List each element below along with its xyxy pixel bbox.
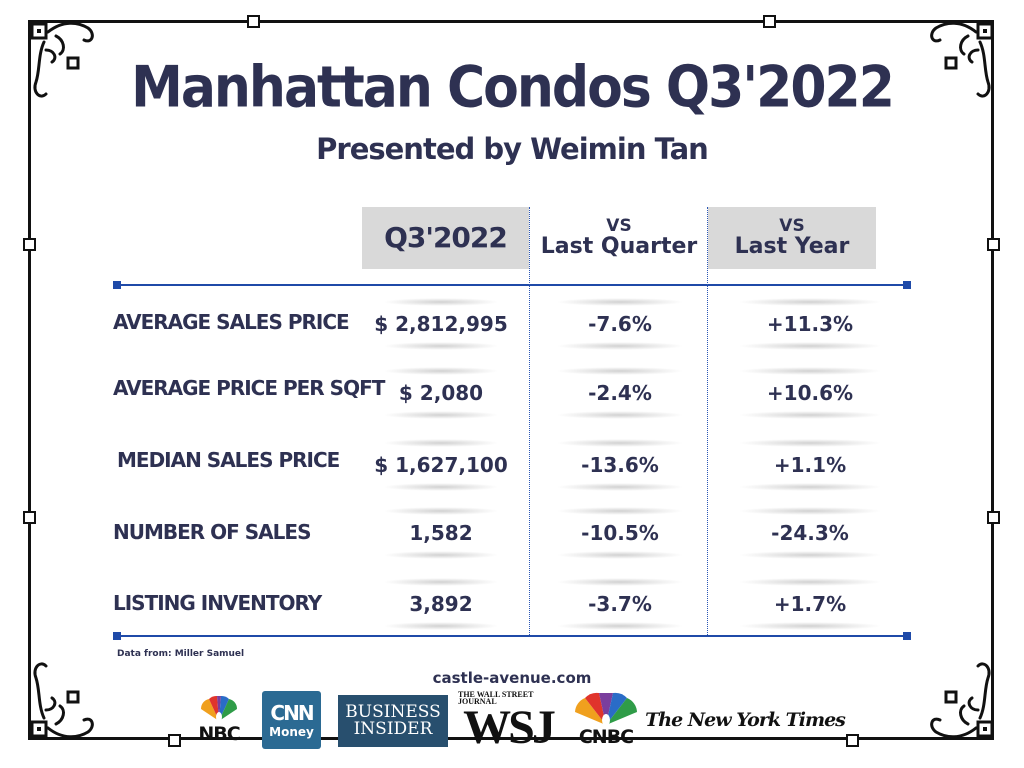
frame-node	[987, 238, 1000, 251]
header-vs-last-quarter: VS Last Quarter	[530, 207, 708, 269]
header-current-quarter: Q3'2022	[362, 207, 529, 269]
vs-quarter-median-sales-price: -13.6%	[540, 439, 700, 491]
corner-ornament-bottom-left	[30, 662, 94, 739]
table-top-rule	[113, 281, 911, 289]
column-divider	[529, 207, 530, 635]
wsj-logo: THE WALL STREET JOURNAL WSJ	[458, 690, 558, 754]
row-label-average-sales-price: AVERAGE SALES PRICE	[113, 310, 350, 334]
vs-year-average-price-per-sqft: +10.6%	[720, 367, 900, 419]
column-divider	[707, 207, 708, 635]
vs-year-listing-inventory: +1.7%	[720, 578, 900, 630]
peacock-icon	[200, 695, 238, 722]
corner-ornament-top-right	[930, 21, 994, 98]
decorative-frame	[28, 20, 994, 740]
website-link[interactable]: castle-avenue.com	[432, 669, 592, 687]
wsj-masthead: THE WALL STREET JOURNAL	[458, 690, 534, 707]
frame-node	[23, 511, 36, 524]
value-average-sales-price: $ 2,812,995	[368, 298, 514, 350]
data-source-note: Data from: Miller Samuel	[117, 649, 245, 659]
header-vs-last-year: VS Last Year	[708, 207, 876, 269]
corner-ornament-top-left	[30, 21, 94, 98]
cnn-money-logo: CNN Money	[262, 691, 321, 749]
vs-quarter-listing-inventory: -3.7%	[540, 578, 700, 630]
header-last-quarter-label: Last Quarter	[540, 234, 698, 260]
table-bottom-rule	[113, 632, 911, 640]
frame-node	[987, 511, 1000, 524]
money-wordmark: Money	[269, 725, 314, 739]
nyt-wordmark: The New York Times	[645, 709, 846, 731]
vs-quarter-number-of-sales: -10.5%	[540, 507, 700, 559]
header-last-year-label: Last Year	[734, 234, 850, 260]
vs-quarter-average-price-per-sqft: -2.4%	[540, 367, 700, 419]
value-average-price-per-sqft: $ 2,080	[368, 367, 514, 419]
vs-year-number-of-sales: -24.3%	[720, 507, 900, 559]
frame-node	[846, 734, 859, 747]
nbc-logo: NBC	[193, 690, 245, 750]
row-label-listing-inventory: LISTING INVENTORY	[113, 591, 322, 615]
vs-quarter-average-sales-price: -7.6%	[540, 298, 700, 350]
row-label-average-price-per-sqft: AVERAGE PRICE PER SQFT	[113, 376, 385, 400]
vs-year-average-sales-price: +11.3%	[720, 298, 900, 350]
cnbc-wordmark: CNBC	[578, 726, 634, 748]
frame-node	[23, 238, 36, 251]
business-wordmark: BUSINESS	[345, 702, 441, 722]
value-number-of-sales: 1,582	[368, 507, 514, 559]
nbc-wordmark: NBC	[198, 723, 240, 745]
business-insider-logo: BUSINESS INSIDER	[338, 695, 448, 747]
value-median-sales-price: $ 1,627,100	[368, 439, 514, 491]
header-vs-label: VS	[779, 215, 805, 236]
row-label-number-of-sales: NUMBER OF SALES	[113, 520, 311, 544]
cnbc-logo: CNBC	[566, 690, 646, 750]
header-vs-label: VS	[606, 215, 632, 236]
peacock-icon	[575, 692, 637, 726]
vs-year-median-sales-price: +1.1%	[720, 439, 900, 491]
cnn-wordmark: CNN	[270, 701, 314, 725]
value-listing-inventory: 3,892	[368, 578, 514, 630]
page-title: Manhattan Condos Q3'2022	[131, 55, 895, 121]
frame-node	[763, 15, 776, 28]
header-current-quarter-label: Q3'2022	[384, 221, 508, 255]
page-subtitle: Presented by Weimin Tan	[316, 132, 709, 166]
corner-ornament-bottom-right	[930, 662, 994, 739]
new-york-times-logo: The New York Times	[645, 690, 846, 750]
frame-node	[247, 15, 260, 28]
frame-node	[168, 734, 181, 747]
wsj-wordmark: WSJ	[463, 700, 556, 754]
row-label-median-sales-price: MEDIAN SALES PRICE	[117, 448, 340, 472]
insider-wordmark: INSIDER	[353, 719, 433, 739]
